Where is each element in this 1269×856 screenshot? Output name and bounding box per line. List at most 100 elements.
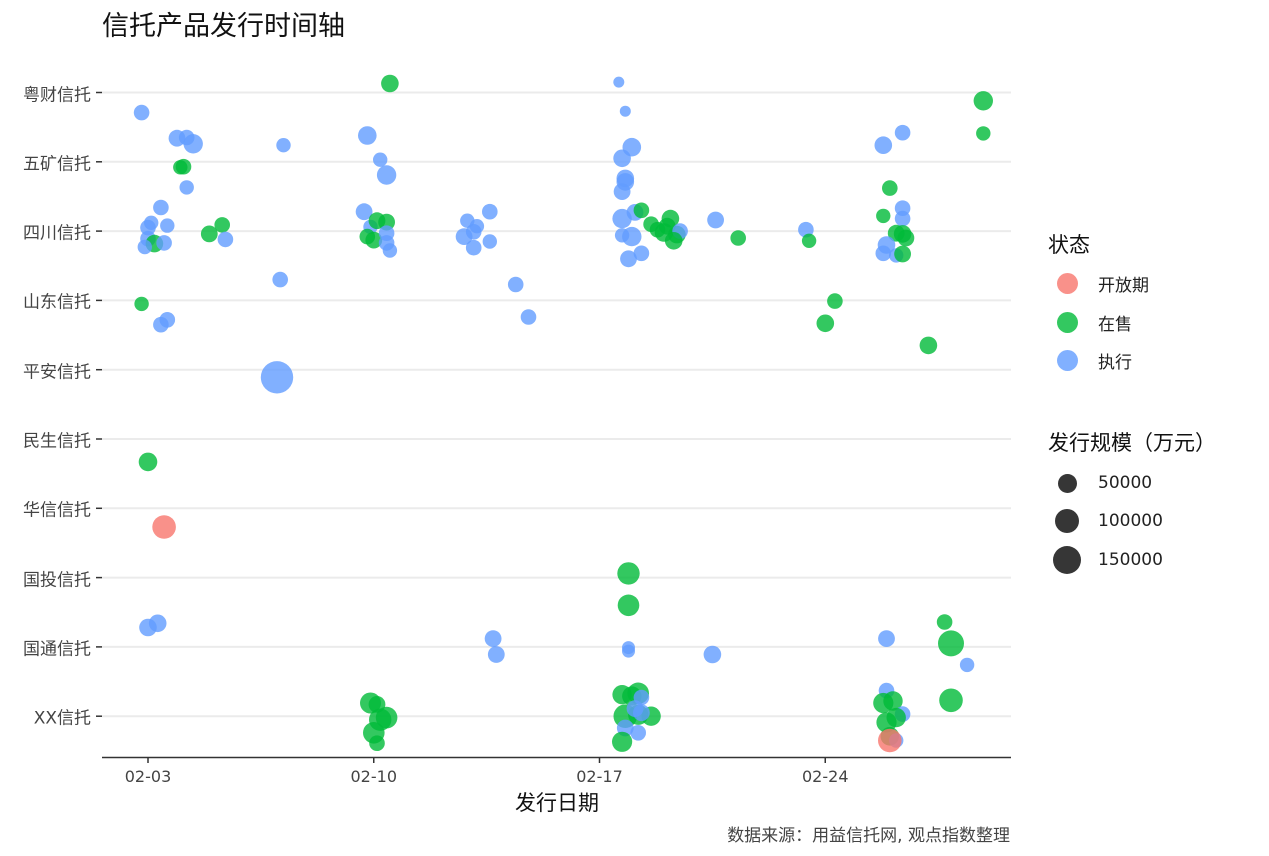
data-point (133, 104, 150, 121)
legend-label-size-150000: 150000 (1098, 550, 1163, 570)
y-axis-label: 粤财信托 (23, 85, 91, 105)
legend-size-medium-icon (1055, 509, 1079, 533)
data-point (622, 137, 642, 157)
data-point (152, 515, 176, 539)
legend-dot-selling-icon (1056, 311, 1078, 333)
data-point (138, 452, 158, 472)
data-point (156, 235, 172, 251)
legend-label-open: 开放期 (1098, 275, 1149, 296)
data-point (140, 219, 156, 236)
data-point (375, 706, 398, 729)
x-axis-title: 发行日期 (515, 791, 599, 815)
data-point (173, 160, 188, 175)
data-point (886, 707, 906, 728)
data-point (214, 217, 230, 233)
legend-item-open: 开放期 (1048, 267, 1149, 299)
data-point (878, 728, 902, 753)
data-point (882, 180, 898, 196)
data-point (619, 105, 631, 117)
legend-item-size-50000: 50000 (1048, 467, 1152, 499)
data-point (622, 644, 635, 658)
data-point (148, 614, 167, 633)
data-point (630, 725, 646, 741)
chart-title: 信托产品发行时间轴 (102, 11, 345, 42)
y-axis-ticks (96, 91, 102, 717)
data-point (617, 594, 640, 617)
data-point (633, 245, 650, 262)
data-point (959, 657, 975, 673)
data-points (133, 74, 993, 753)
legend-label-selling: 在售 (1098, 314, 1132, 335)
data-point (874, 136, 893, 154)
data-point (878, 630, 895, 647)
data-point (730, 230, 746, 246)
data-point (894, 210, 911, 227)
data-point (382, 243, 398, 258)
data-point (875, 245, 892, 262)
y-axis-label: XX信托 (33, 708, 91, 729)
data-point (482, 234, 497, 249)
legend-item-size-100000: 100000 (1048, 505, 1163, 537)
legend-dot-executing-icon (1056, 349, 1078, 371)
x-axis-ticks (147, 757, 826, 763)
data-point (160, 218, 175, 233)
data-point (153, 199, 169, 216)
legend-size-large-icon (1053, 546, 1081, 574)
data-point (798, 221, 814, 238)
data-point (827, 293, 843, 309)
data-point (620, 250, 637, 268)
y-axis-label: 五矿信托 (23, 154, 91, 175)
legend-item-selling: 在售 (1048, 306, 1132, 338)
data-point (938, 630, 964, 657)
data-point (137, 239, 152, 255)
data-point (507, 276, 524, 293)
data-point (897, 229, 915, 247)
y-axis-label: 四川信托 (23, 223, 91, 244)
y-axis-label: 国通信托 (23, 639, 91, 660)
data-point (613, 76, 625, 88)
y-axis-label: 华信信托 (23, 500, 91, 521)
x-axis-label: 02-24 (802, 767, 849, 786)
data-point (613, 183, 631, 201)
legend-item-executing: 执行 (1048, 344, 1132, 376)
x-axis-label: 02-17 (576, 767, 623, 786)
data-point (703, 645, 722, 664)
legend-dot-open-icon (1056, 272, 1078, 294)
data-point (376, 165, 397, 185)
data-point (707, 211, 724, 229)
legend-label-size-50000: 50000 (1098, 473, 1153, 493)
data-point (939, 688, 963, 713)
legend-status-title: 状态 (1048, 233, 1090, 257)
data-point (973, 91, 993, 111)
legend-label-size-100000: 100000 (1098, 511, 1163, 531)
data-point (484, 630, 502, 647)
data-point (378, 213, 395, 231)
data-point (633, 704, 650, 722)
data-point (365, 231, 383, 249)
data-point (633, 202, 650, 219)
data-point (381, 74, 399, 93)
source-caption: 数据来源：用益信托网, 观点指数整理 (727, 826, 1010, 846)
data-point (487, 646, 505, 663)
data-point (894, 245, 911, 263)
data-point (276, 138, 291, 153)
data-point (520, 309, 537, 325)
data-point (919, 336, 938, 355)
x-axis-label: 02-10 (350, 767, 398, 786)
y-axis-label: 国投信托 (23, 570, 91, 591)
data-point (217, 231, 234, 248)
data-point (883, 691, 903, 711)
y-axis-label: 山东信托 (23, 292, 91, 313)
data-point (200, 225, 218, 243)
legend-size-title: 发行规模（万元） (1048, 431, 1216, 455)
data-point (373, 152, 388, 167)
data-point (876, 208, 891, 224)
data-point (272, 271, 289, 288)
legend-item-size-150000: 150000 (1048, 544, 1163, 576)
data-point (358, 126, 377, 145)
y-axis-label: 民生信托 (23, 431, 91, 452)
legend-size-small-icon (1057, 473, 1077, 493)
data-point (482, 203, 498, 220)
data-point (159, 312, 176, 328)
